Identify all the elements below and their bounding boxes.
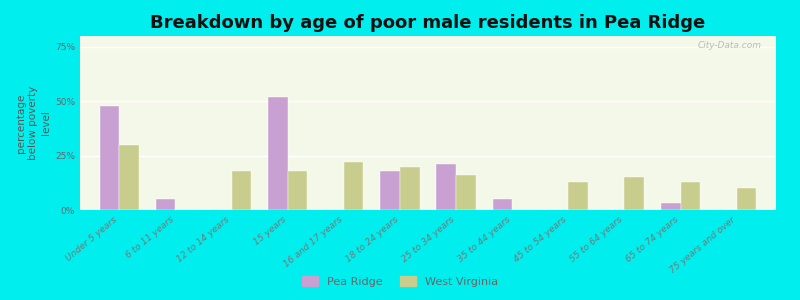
Bar [231,171,251,210]
Legend: Pea Ridge, West Virginia: Pea Ridge, West Virginia [298,272,502,291]
Title: Breakdown by age of poor male residents in Pea Ridge: Breakdown by age of poor male residents … [150,14,706,32]
Bar [493,199,512,210]
Bar [380,171,400,210]
Bar [568,182,588,210]
Bar [437,164,456,210]
Bar [100,106,119,210]
Bar [268,97,288,210]
Bar [344,162,363,210]
Bar [737,188,756,210]
Bar [661,203,681,210]
Bar [625,177,644,210]
Bar [681,182,700,210]
Bar [156,199,175,210]
Y-axis label: percentage
below poverty
level: percentage below poverty level [16,86,51,160]
Bar [288,171,307,210]
Bar [456,175,476,210]
Bar [119,145,139,210]
Text: City-Data.com: City-Data.com [698,41,762,50]
Bar [400,167,419,210]
